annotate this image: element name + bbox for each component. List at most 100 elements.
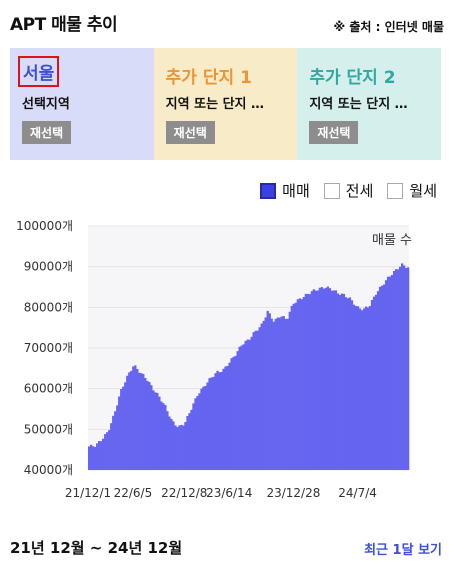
y-tick-label: 60000개 — [24, 382, 73, 396]
chart-bar — [268, 313, 271, 470]
region-panels: 서울 선택지역 재선택 추가 단지 1 지역 또는 단지 … 재선택 추가 단지… — [10, 48, 442, 160]
chart-bar — [366, 307, 370, 470]
chart-bar — [158, 396, 161, 470]
checkbox-empty-icon — [323, 182, 340, 199]
recent-month-link[interactable]: 최근 1달 보기 — [364, 543, 442, 558]
chart-bar — [374, 294, 378, 470]
chart-bar — [354, 306, 358, 470]
chart-bar — [88, 446, 91, 470]
chart-bar — [110, 423, 113, 470]
chart-bar — [370, 300, 374, 470]
chart-bar — [296, 299, 299, 470]
legend-sale-checkbox[interactable]: 매매 — [260, 180, 310, 201]
chart-bar — [398, 266, 402, 470]
chart-bar — [120, 389, 123, 470]
chart-bar — [218, 372, 221, 470]
chart-bar — [334, 290, 338, 470]
chart-bar — [114, 411, 117, 470]
chart-bar — [284, 318, 287, 470]
chart-bar — [124, 382, 127, 470]
chart-bar — [292, 303, 295, 470]
chart-bar — [104, 434, 107, 470]
chart-bar — [176, 427, 179, 470]
y-tick-label: 50000개 — [24, 422, 73, 436]
panel-subtitle: 지역 또는 단지 … — [165, 97, 265, 112]
region-panel-seoul[interactable]: 서울 선택지역 재선택 — [10, 48, 154, 160]
chart-bar — [118, 396, 121, 470]
chart-bar — [344, 297, 348, 470]
chart-bar — [298, 298, 301, 470]
x-axis-ticks: 21/12/1 22/6/5 22/12/823/6/14 23/12/28 24/7/… — [65, 486, 377, 500]
panel-name: 서울 — [18, 56, 60, 87]
region-panel-complex-2[interactable]: 추가 단지 2 지역 또는 단지 … 재선택 — [297, 48, 442, 160]
chart-bar — [204, 386, 207, 470]
chart-bar — [228, 362, 231, 470]
reselect-button[interactable]: 재선택 — [165, 121, 215, 144]
source-note: ※ 출처 : 인터넷 매물 — [333, 20, 444, 34]
chart-bar — [360, 310, 364, 470]
header: APT 매물 추이 ※ 출처 : 인터넷 매물 — [10, 8, 450, 38]
chart-bar — [194, 398, 197, 470]
chart-bar — [224, 366, 227, 470]
chart-bar — [174, 425, 177, 470]
y-tick-label: 90000개 — [24, 260, 73, 274]
chart-bar — [244, 340, 247, 470]
chart-legend: 매매 전세 월세 — [260, 180, 437, 201]
chart-bar — [138, 372, 141, 470]
chart-bar — [376, 291, 380, 470]
chart-bar — [112, 415, 115, 470]
panel-subtitle: 지역 또는 단지 … — [309, 97, 408, 112]
chart-bar — [230, 358, 233, 470]
chart-bar — [254, 330, 257, 470]
chart-bar — [282, 316, 285, 470]
checkbox-checked-icon — [260, 182, 277, 199]
chart-bar — [234, 355, 237, 470]
chart-bar — [332, 290, 336, 470]
legend-monthly-rent-checkbox[interactable]: 월세 — [387, 180, 437, 201]
chart-bar — [180, 424, 183, 470]
chart-bar — [328, 288, 332, 470]
chart-bar — [116, 405, 119, 470]
chart-bar — [288, 311, 291, 470]
chart-bar — [238, 346, 241, 470]
chart-bar — [274, 318, 277, 470]
chart-bar — [160, 401, 163, 470]
chart-bar — [400, 263, 404, 470]
chart-bar — [306, 293, 309, 470]
chart-bar — [248, 339, 251, 470]
chart-bar — [330, 290, 334, 470]
series-label: 매물 수 — [372, 233, 412, 248]
chart-bar — [154, 392, 157, 470]
chart-bar — [200, 388, 203, 470]
chart-bar — [106, 432, 109, 470]
chart-bar — [170, 418, 173, 470]
legend-label: 매매 — [282, 182, 310, 200]
chart-bar — [122, 386, 125, 470]
chart-bar — [192, 403, 195, 470]
chart-bar — [314, 290, 318, 470]
chart-bar — [130, 370, 133, 470]
chart-bar — [312, 289, 316, 470]
y-tick-label: 100000개 — [16, 219, 73, 233]
chart-bar — [396, 269, 400, 470]
chart-bar — [336, 293, 340, 470]
chart-bar — [252, 332, 255, 470]
chart-bar — [380, 285, 384, 470]
chart-bar — [316, 290, 320, 470]
chart-bar — [390, 275, 394, 470]
chart-bar — [290, 305, 293, 470]
chart-bar — [348, 297, 352, 470]
reselect-button[interactable]: 재선택 — [22, 121, 72, 144]
reselect-button[interactable]: 재선택 — [309, 121, 359, 144]
chart-bar — [362, 308, 366, 470]
x-tick-label: 23/12/28 — [266, 486, 320, 500]
y-axis-ticks: 100000개 90000개 80000개 70000개 60000개 50000개 400… — [16, 219, 73, 477]
region-panel-complex-1[interactable]: 추가 단지 1 지역 또는 단지 … 재선택 — [153, 48, 298, 160]
chart-bar — [286, 318, 289, 470]
chart-bar — [198, 393, 201, 470]
chart-bar — [94, 446, 97, 470]
y-tick-label: 80000개 — [24, 300, 73, 314]
legend-jeonse-checkbox[interactable]: 전세 — [323, 180, 373, 201]
chart-bar — [90, 444, 93, 470]
chart-bar — [280, 316, 283, 470]
